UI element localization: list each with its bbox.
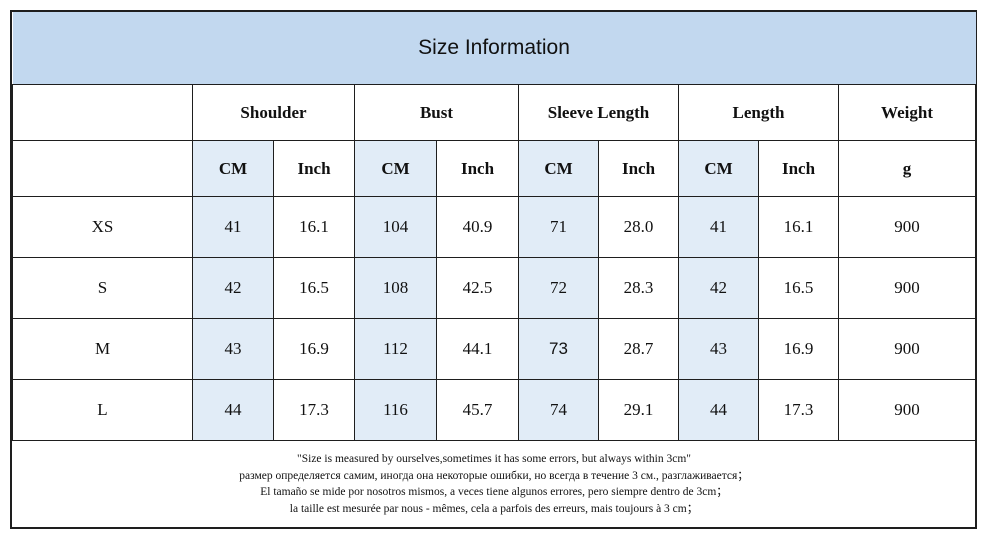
data-cell: 41 xyxy=(192,196,274,258)
data-cell: 29.1 xyxy=(598,379,679,441)
header-shoulder: Shoulder xyxy=(192,84,355,141)
table-row: S 42 16.5 108 42.5 72 28.3 42 16.5 900 xyxy=(12,257,977,319)
unit-gram: g xyxy=(837,140,977,197)
data-cell: 900 xyxy=(837,379,977,441)
table-row: M 43 16.9 112 44.1 73 28.7 43 16.9 900 xyxy=(12,318,977,380)
unit-inch: Inch xyxy=(758,140,839,197)
size-label: XS xyxy=(12,196,193,258)
unit-cm: CM xyxy=(192,140,274,197)
data-cell: 116 xyxy=(354,379,437,441)
data-cell: 112 xyxy=(354,318,437,380)
unit-cm: CM xyxy=(678,140,759,197)
note-line-russian: размер определяется самим, иногда она не… xyxy=(239,469,749,482)
size-chart-frame: Size Information Shoulder Bust Sleeve Le… xyxy=(10,10,977,529)
data-cell: 43 xyxy=(192,318,274,380)
size-table: Size Information Shoulder Bust Sleeve Le… xyxy=(12,12,977,527)
unit-header-row: CM Inch CM Inch CM Inch CM Inch g xyxy=(12,140,977,197)
data-cell: 17.3 xyxy=(758,379,839,441)
data-cell: 42.5 xyxy=(436,257,519,319)
data-cell: 16.5 xyxy=(273,257,355,319)
data-cell: 16.1 xyxy=(758,196,839,258)
unit-inch: Inch xyxy=(273,140,355,197)
note-line-french: la taille est mesurée par nous - mêmes, … xyxy=(289,502,699,515)
header-length: Length xyxy=(678,84,839,141)
data-cell: 28.3 xyxy=(598,257,679,319)
data-cell: 42 xyxy=(192,257,274,319)
data-cell: 44 xyxy=(192,379,274,441)
unit-inch: Inch xyxy=(598,140,679,197)
data-cell: 44 xyxy=(678,379,759,441)
data-cell: 40.9 xyxy=(436,196,519,258)
unit-cm: CM xyxy=(354,140,437,197)
measurement-header-row: Shoulder Bust Sleeve Length Length Weigh… xyxy=(12,84,977,141)
data-cell: 108 xyxy=(354,257,437,319)
data-cell: 16.9 xyxy=(273,318,355,380)
unit-blank-cell xyxy=(12,140,193,197)
note-line-english: "Size is measured by ourselves,sometimes… xyxy=(297,453,691,465)
data-cell: 42 xyxy=(678,257,759,319)
measurement-note: "Size is measured by ourselves,sometimes… xyxy=(12,440,976,527)
data-cell: 41 xyxy=(678,196,759,258)
title-row: Size Information xyxy=(12,12,976,85)
table-row: L 44 17.3 116 45.7 74 29.1 44 17.3 900 xyxy=(12,379,977,441)
data-cell: 16.9 xyxy=(758,318,839,380)
data-cell: 74 xyxy=(518,379,599,441)
note-line-spanish: El tamaño se mide por nosotros mismos, a… xyxy=(260,486,728,498)
header-bust: Bust xyxy=(354,84,519,141)
data-cell: 104 xyxy=(354,196,437,258)
data-cell: 28.0 xyxy=(598,196,679,258)
data-cell: 72 xyxy=(518,257,599,319)
size-label: L xyxy=(12,379,193,441)
unit-cm: CM xyxy=(518,140,599,197)
header-sleeve-length: Sleeve Length xyxy=(518,84,679,141)
measurement-note-row: "Size is measured by ourselves,sometimes… xyxy=(12,440,976,527)
data-cell: 16.1 xyxy=(273,196,355,258)
data-cell: 44.1 xyxy=(436,318,519,380)
data-cell: 900 xyxy=(837,257,977,319)
data-cell: 73 xyxy=(518,318,599,380)
data-cell: 16.5 xyxy=(758,257,839,319)
header-weight: Weight xyxy=(837,84,977,141)
table-title: Size Information xyxy=(12,12,976,85)
data-cell: 28.7 xyxy=(598,318,679,380)
data-cell: 71 xyxy=(518,196,599,258)
data-cell: 45.7 xyxy=(436,379,519,441)
table-row: XS 41 16.1 104 40.9 71 28.0 41 16.1 900 xyxy=(12,196,977,258)
size-label: S xyxy=(12,257,193,319)
data-cell: 43 xyxy=(678,318,759,380)
size-label: M xyxy=(12,318,193,380)
data-cell: 900 xyxy=(837,196,977,258)
size-header-cell xyxy=(12,84,193,141)
data-cell: 900 xyxy=(837,318,977,380)
data-cell: 17.3 xyxy=(273,379,355,441)
unit-inch: Inch xyxy=(436,140,519,197)
